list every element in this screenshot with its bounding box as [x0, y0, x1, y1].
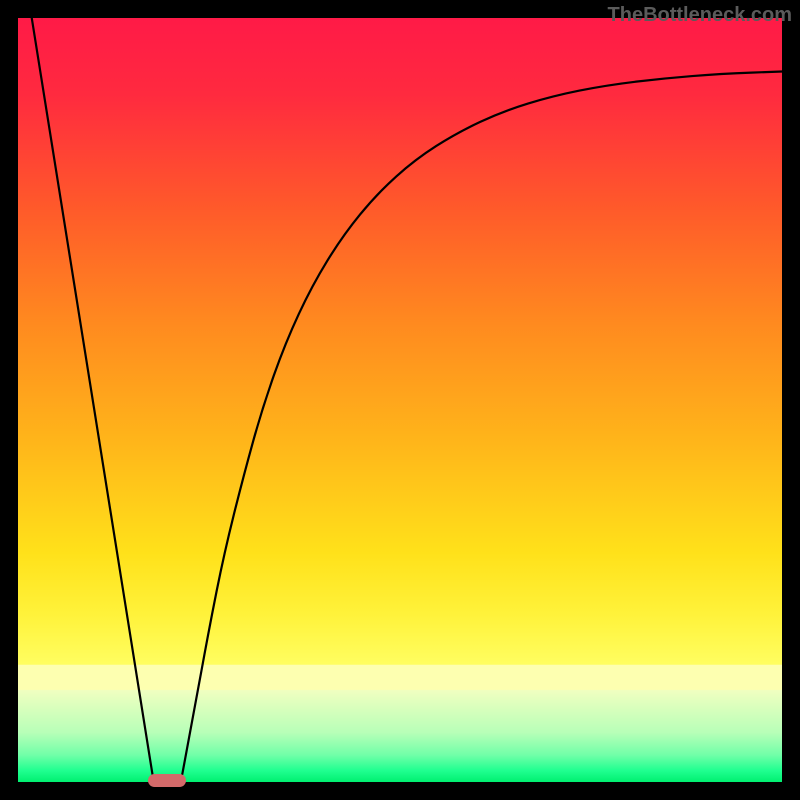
- watermark-text: TheBottleneck.com: [608, 4, 792, 27]
- bottleneck-marker: [148, 774, 186, 788]
- curves-layer: [0, 0, 800, 800]
- series-v-left: [32, 18, 153, 774]
- figure-canvas: TheBottleneck.com: [0, 0, 800, 800]
- series-v-right: [182, 71, 782, 774]
